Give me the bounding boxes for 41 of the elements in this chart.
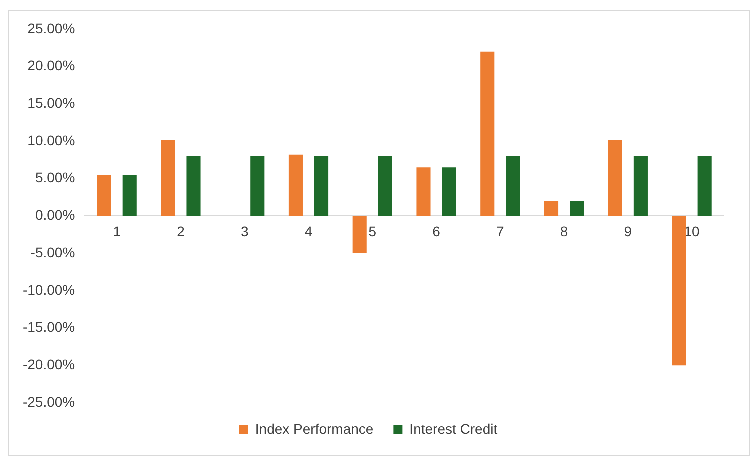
y-tick-label: 15.00% (28, 94, 76, 111)
bar (186, 156, 201, 216)
bar (122, 175, 137, 216)
x-tick-label: 8 (560, 223, 568, 240)
y-tick-label: -15.00% (22, 319, 76, 336)
y-tick-label: 10.00% (28, 132, 76, 148)
y-tick-label: 5.00% (35, 170, 76, 186)
bar (442, 168, 456, 216)
bar (314, 156, 329, 216)
y-tick-label: 20.00% (28, 58, 76, 74)
legend-label: Index Performance (255, 420, 374, 437)
legend-label: Interest Credit (410, 420, 498, 437)
x-tick-label: 7 (496, 223, 504, 240)
x-tick-label: 6 (432, 223, 441, 240)
x-tick-label: 2 (177, 223, 186, 240)
x-tick-label: 1 (113, 223, 122, 240)
x-tick-label: 3 (240, 223, 249, 240)
bar (544, 201, 559, 216)
bar (161, 140, 176, 216)
bar (378, 156, 392, 216)
bar (608, 140, 622, 216)
bar (570, 201, 584, 216)
bar (698, 156, 712, 216)
x-tick-label: 9 (624, 223, 632, 240)
bar (250, 156, 265, 216)
bar (352, 216, 367, 254)
bar (97, 175, 112, 216)
y-tick-label: 25.00% (28, 20, 76, 36)
y-tick-label: -25.00% (22, 394, 76, 410)
bar (416, 168, 431, 216)
y-tick-label: 0.00% (35, 207, 76, 224)
x-tick-label: 5 (368, 223, 377, 240)
x-tick-label: 4 (304, 223, 313, 240)
y-tick-label: -5.00% (30, 244, 76, 260)
bar (634, 156, 648, 216)
bar (672, 216, 686, 366)
y-tick-label: -10.00% (22, 282, 76, 298)
y-tick-label: -20.00% (22, 356, 76, 372)
bar (288, 154, 303, 216)
bar (480, 52, 495, 216)
bar (506, 156, 520, 216)
